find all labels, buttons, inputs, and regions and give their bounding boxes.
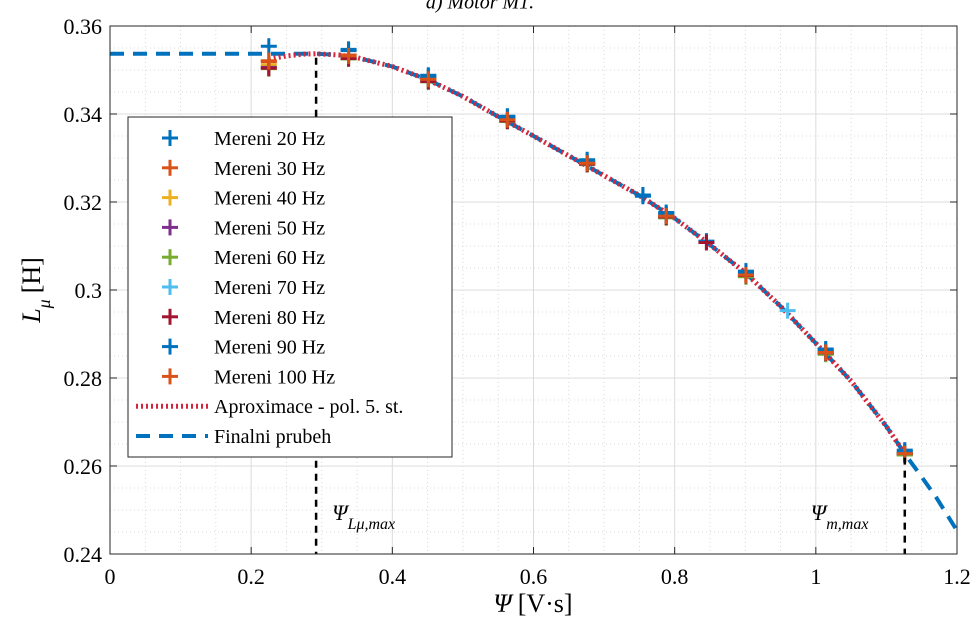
axis-symbol-subscript: μ [34, 299, 54, 309]
y-tick-label: 0.28 [64, 366, 103, 391]
data-point [698, 234, 715, 251]
legend-entry: Mereni 90 Hz [162, 337, 325, 359]
legend-label: Mereni 80 Hz [214, 307, 325, 329]
data-point [658, 208, 675, 225]
x-tick-label: 0.2 [237, 564, 265, 589]
legend-entry: Mereni 70 Hz [162, 277, 325, 299]
legend-entry: Mereni 20 Hz [162, 128, 325, 150]
annotation-subscript: Lμ,max [347, 516, 396, 533]
legend-entry: Mereni 80 Hz [162, 307, 325, 329]
legend-label: Finalni prubeh [214, 426, 331, 448]
axis-unit: [H] [17, 257, 46, 293]
x-tick-label: 1.2 [943, 564, 971, 589]
data-point [817, 344, 834, 361]
legend-entry: Mereni 30 Hz [162, 158, 325, 180]
data-point [340, 47, 357, 64]
axis-symbol: Ψ [493, 589, 514, 618]
axis-symbol: L [17, 308, 46, 323]
data-point [260, 38, 277, 55]
legend-label: Aproximace - pol. 5. st. [214, 396, 403, 418]
legend-entry: Mereni 60 Hz [162, 247, 325, 269]
y-tick-label: 0.3 [75, 278, 103, 303]
data-point [737, 267, 754, 284]
x-tick-label: 0.8 [661, 564, 689, 589]
data-point [260, 53, 277, 70]
y-tick-label: 0.36 [64, 14, 103, 39]
x-tick-label: 0 [105, 564, 116, 589]
y-tick-label: 0.34 [64, 102, 103, 127]
legend-label: Mereni 20 Hz [214, 128, 325, 150]
legend-entry: Finalni prubeh [136, 426, 331, 448]
y-tick-label: 0.32 [64, 190, 103, 215]
annotation-label: Ψm,max [811, 500, 869, 533]
annotation-symbol: Ψ [811, 500, 829, 525]
x-axis-label: Ψ [V·s] [493, 589, 572, 618]
legend-label: Mereni 40 Hz [214, 188, 325, 210]
data-point [634, 188, 651, 205]
data-point [420, 71, 437, 88]
legend-label: Mereni 50 Hz [214, 217, 325, 239]
x-tick-label: 1 [810, 564, 821, 589]
y-axis-label: Lμ [H] [17, 257, 54, 324]
data-point [499, 111, 516, 128]
axis-unit: [V·s] [518, 589, 573, 618]
data-point [579, 155, 596, 172]
annotation-subscript: m,max [826, 516, 868, 533]
data-point [779, 302, 796, 319]
legend: Mereni 20 Hz Mereni 30 Hz Mereni 40 Hz Mere… [127, 116, 453, 458]
series-line [110, 51, 959, 532]
legend-label: Mereni 100 Hz [214, 366, 335, 388]
legend-box [127, 116, 453, 458]
y-tick-label: 0.26 [64, 454, 103, 479]
legend-entry: Aproximace - pol. 5. st. [136, 396, 403, 418]
axis-ticks: 0 0.2 0.4 0.6 0.8 1 1.2 0.24 0.26 0.28 0.3 0.32 0.34… [64, 14, 971, 589]
plot-area [110, 38, 959, 532]
annotation-symbol: Ψ [332, 500, 350, 525]
legend-label: Mereni 70 Hz [214, 277, 325, 299]
x-tick-label: 0.6 [520, 564, 548, 589]
legend-entry: Mereni 50 Hz [162, 217, 325, 239]
legend-label: Mereni 90 Hz [214, 337, 325, 359]
chart-title: a) Motor M1. [426, 0, 534, 14]
legend-label: Mereni 60 Hz [214, 247, 325, 269]
legend-entry: Mereni 40 Hz [162, 188, 325, 210]
annotation-label: ΨLμ,max [332, 500, 395, 533]
x-tick-label: 0.4 [379, 564, 407, 589]
y-tick-label: 0.24 [64, 542, 103, 567]
legend-label: Mereni 30 Hz [214, 158, 325, 180]
legend-entry: Mereni 100 Hz [162, 366, 335, 388]
